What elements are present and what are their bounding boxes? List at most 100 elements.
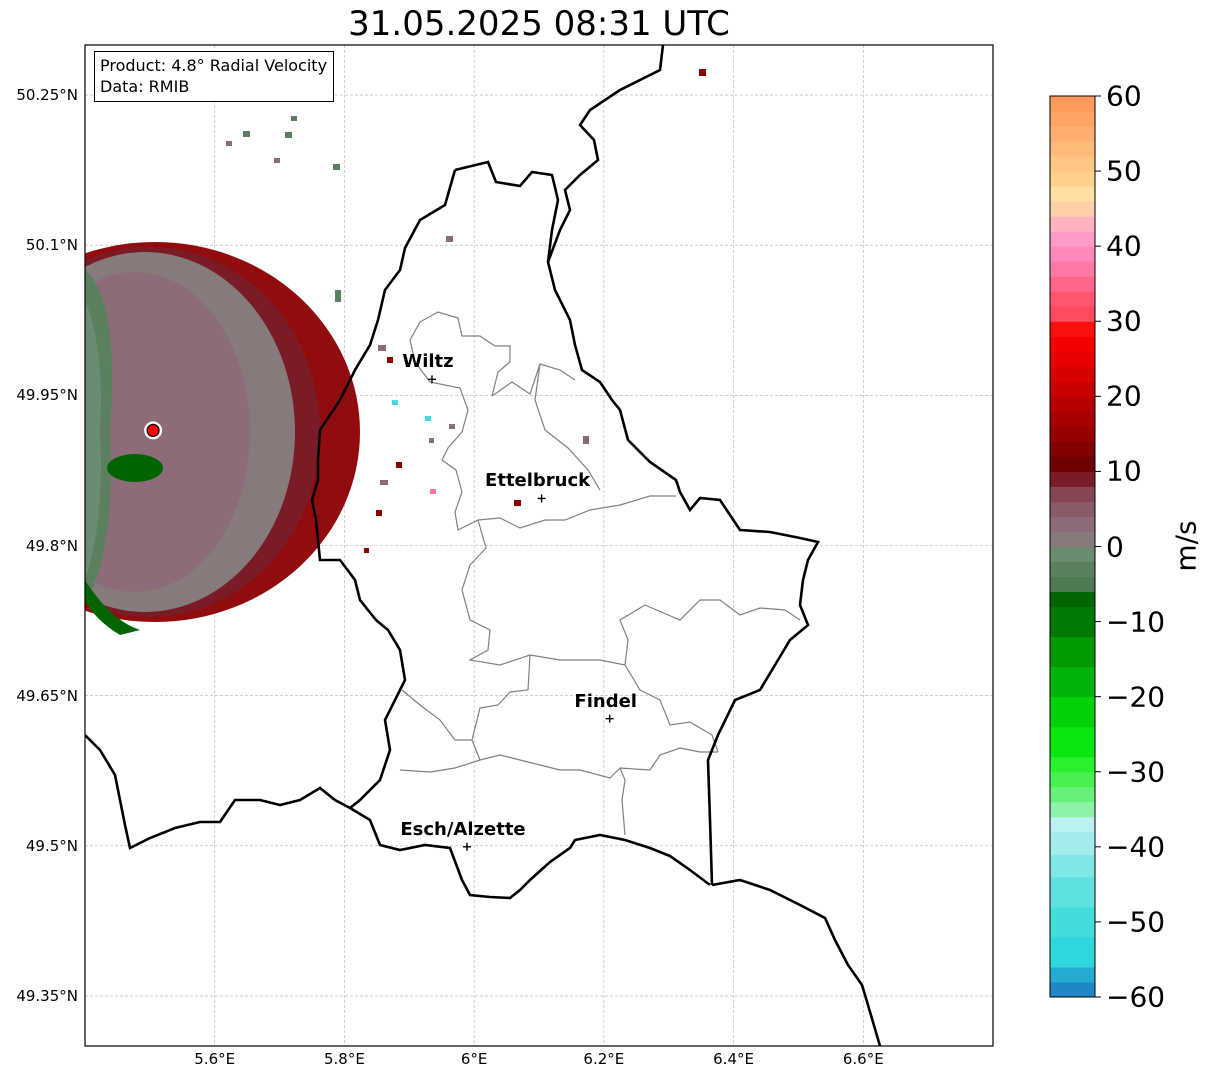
colorbar-tick-label: −20 [1106, 680, 1166, 714]
echo-pixel [430, 489, 436, 494]
colorbar-band [1050, 606, 1095, 638]
colorbar-unit-label: m/s [1169, 520, 1203, 572]
colorbar-band [1050, 666, 1095, 698]
country-border-luxembourg [310, 160, 820, 900]
colorbar-band [1050, 201, 1095, 217]
colorbar-band [1050, 246, 1095, 262]
echo-pixel [378, 345, 386, 351]
lon-tick-label: 6.6°E [842, 1050, 884, 1068]
echo-pixel [699, 69, 706, 76]
echo-pixel [285, 132, 292, 138]
colorbar-band [1050, 966, 1095, 983]
colorbar-band [1050, 471, 1095, 487]
colorbar-band [1050, 486, 1095, 502]
echo-inbound-strong-patch [107, 454, 163, 482]
colorbar-band [1050, 516, 1095, 532]
colorbar-band [1050, 336, 1095, 352]
city-label: Ettelbruck [485, 470, 591, 492]
colorbar [1049, 95, 1101, 998]
map-title: 31.05.2025 08:31 UTC [348, 4, 730, 44]
city-label: Esch/Alzette [400, 818, 526, 840]
colorbar-tick-label: −50 [1106, 905, 1166, 939]
colorbar-band [1050, 726, 1095, 758]
lat-tick-label: 50.25°N [16, 86, 78, 105]
echo-pixel [376, 510, 382, 516]
echo-pixel [274, 158, 280, 163]
colorbar-tick-label: −30 [1106, 755, 1166, 789]
colorbar-band [1050, 561, 1095, 578]
colorbar-band [1050, 981, 1095, 998]
lon-tick-label: 5.6°E [194, 1050, 236, 1068]
colorbar-band [1050, 141, 1095, 157]
city-label: Findel [574, 690, 637, 712]
echo-inbound-mid [85, 300, 101, 580]
colorbar-band [1050, 126, 1095, 142]
lat-tick-label: 50.1°N [25, 236, 78, 255]
city-marker [605, 714, 614, 723]
lat-tick-label: 49.95°N [16, 386, 78, 405]
colorbar-tick-label: 0 [1106, 530, 1124, 563]
radar-site-marker [146, 423, 160, 437]
lon-tick-label: 6.4°E [713, 1050, 754, 1068]
lon-tick-label: 6°E [460, 1050, 488, 1068]
info-box: Product: 4.8° Radial Velocity Data: RMIB [94, 51, 335, 102]
echo-pixel [446, 236, 453, 242]
lat-tick-label: 49.5°N [25, 836, 78, 855]
colorbar-band [1050, 906, 1095, 938]
colorbar-band [1050, 231, 1095, 247]
echo-pixel [392, 400, 398, 405]
colorbar-band [1050, 381, 1095, 397]
colorbar-band [1050, 501, 1095, 517]
colorbar-band [1050, 936, 1095, 968]
colorbar-band [1050, 261, 1095, 277]
lon-tick-label: 5.8°E [324, 1050, 365, 1068]
echo-pixel [449, 424, 455, 429]
colorbar-band [1050, 876, 1095, 908]
echo-weak-outbound [85, 272, 250, 592]
colorbar-band [1050, 756, 1095, 773]
echo-pixel [335, 290, 341, 302]
colorbar-band [1050, 426, 1095, 442]
colorbar-band [1050, 546, 1095, 563]
colorbar-band [1050, 441, 1095, 457]
colorbar-band [1050, 411, 1095, 427]
map-borders [85, 45, 882, 1046]
lat-tick-label: 49.8°N [25, 536, 78, 555]
colorbar-band [1050, 366, 1095, 382]
data-source-label: Data: RMIB [100, 77, 190, 96]
colorbar-tick-label: −40 [1106, 830, 1166, 864]
echo-pixel [333, 164, 340, 170]
colorbar-band [1050, 351, 1095, 367]
colorbar-band [1050, 156, 1095, 172]
colorbar-band [1050, 576, 1095, 593]
colorbar-tick-label: 10 [1106, 454, 1142, 488]
colorbar-tick-label: 60 [1106, 79, 1142, 113]
map-frame [84, 44, 994, 1047]
lon-tick-label: 6.2°E [583, 1050, 625, 1068]
country-border-east [546, 45, 882, 1046]
echo-pixel [514, 500, 521, 506]
echo-pixel [380, 480, 388, 485]
colorbar-band [1050, 831, 1095, 855]
colorbar-band [1050, 786, 1095, 803]
echo-pixel [583, 436, 589, 444]
colorbar-band [1050, 771, 1095, 788]
colorbar-tick-label: 30 [1106, 304, 1142, 338]
colorbar-band [1050, 321, 1095, 337]
canton-boundaries [399, 311, 801, 836]
colorbar-band [1050, 396, 1095, 412]
colorbar-band [1050, 854, 1095, 878]
product-label: Product: 4.8° Radial Velocity [100, 56, 328, 75]
colorbar-band [1050, 816, 1095, 833]
city-label: Wiltz [402, 351, 454, 373]
colorbar-tick-label: 20 [1106, 379, 1142, 413]
country-border-belgium-france [85, 734, 351, 850]
echo-pixel [364, 548, 369, 553]
colorbar-band [1050, 186, 1095, 202]
colorbar-band [1050, 291, 1095, 307]
colorbar-band [1050, 306, 1095, 322]
colorbar-band [1050, 276, 1095, 292]
colorbar-band [1050, 96, 1095, 112]
colorbar-band [1050, 456, 1095, 472]
